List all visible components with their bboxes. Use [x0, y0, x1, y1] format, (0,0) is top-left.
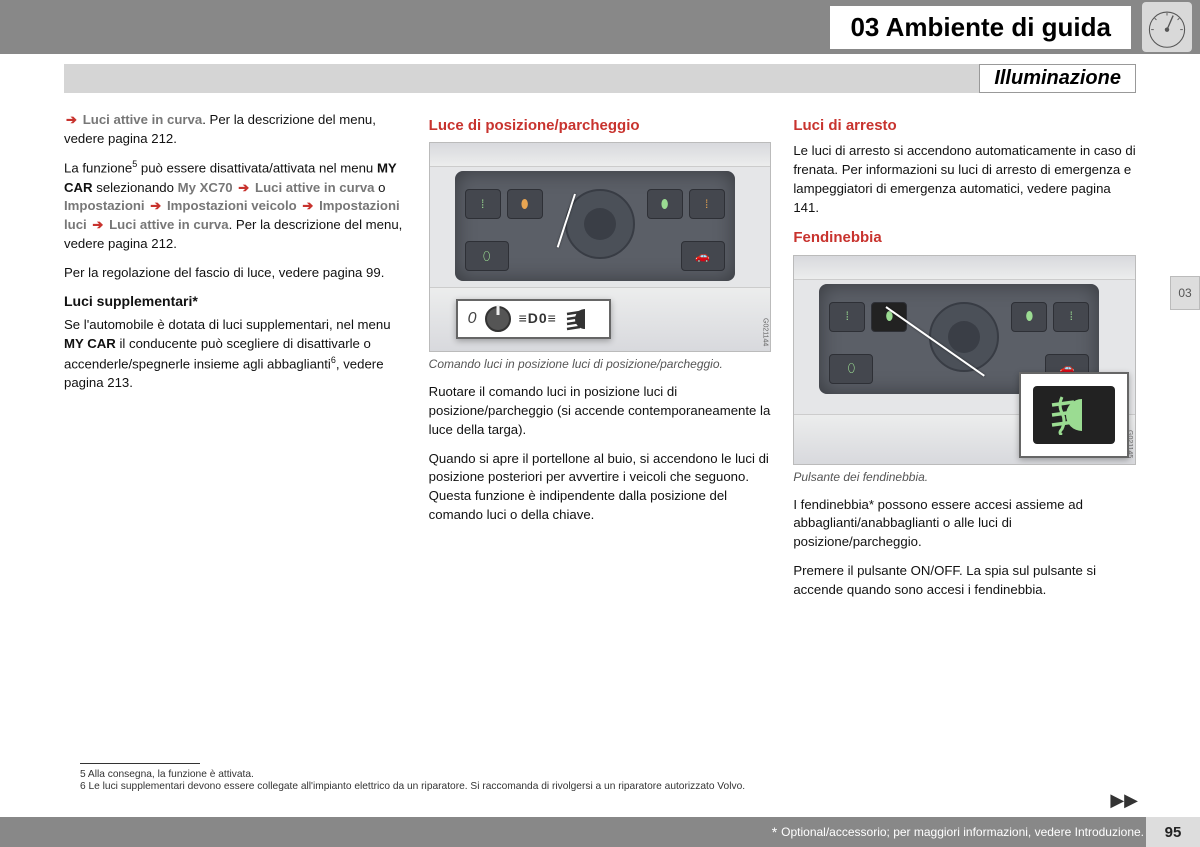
- content-columns: ➔ Luci attive in curva. Per la descrizio…: [0, 93, 1200, 609]
- chapter-title-box: 03 Ambiente di guida: [829, 5, 1132, 50]
- col1-p3: Per la regolazione del fascio di luce, v…: [64, 264, 407, 283]
- gauge-icon: [1142, 2, 1192, 52]
- figure-fendinebbia: ⁞⬮ ⬮⁞ ⬯🚗 G021145: [793, 255, 1136, 465]
- col2-p1: Ruotare il comando luci in posizione luc…: [429, 383, 772, 439]
- breadcrumb-luci-attive2: Luci attive in curva: [255, 180, 374, 195]
- figure-comando-luci: ⁞⬮ ⬮⁞ ⬯🚗 0 ≡D0≡ G021144: [429, 142, 772, 352]
- arrow-icon: ➔: [66, 112, 77, 127]
- continue-arrows-icon: ▶▶: [1110, 790, 1138, 811]
- panel-left-buttons: ⁞⬮: [465, 189, 543, 219]
- panel-right-buttons: ⬮⁞: [647, 189, 725, 219]
- column-3: Luci di arresto Le luci di arresto si ac…: [793, 111, 1136, 609]
- footnote-5: 5 Alla consegna, la funzione è attivata.: [80, 769, 1120, 780]
- page-number: 95: [1146, 817, 1200, 847]
- breadcrumb-luci-attive: Luci attive in curva: [83, 112, 202, 127]
- low-beam-icon: [565, 307, 599, 331]
- breadcrumb-luci-attive3: Luci attive in curva: [109, 217, 228, 232]
- chapter-header: 03 Ambiente di guida: [0, 0, 1200, 54]
- section-title: Illuminazione: [994, 67, 1121, 90]
- footnote-6: 6 Le luci supplementari devono essere co…: [80, 781, 1120, 792]
- heading-fendinebbia: Fendinebbia: [793, 227, 1136, 248]
- section-title-box: Illuminazione: [979, 64, 1136, 93]
- col3-p2: I fendinebbia* possono essere accesi ass…: [793, 496, 1136, 552]
- figure-caption-2: Pulsante dei fendinebbia.: [793, 469, 1136, 486]
- panel-right-buttons-2: ⬮⁞: [1011, 302, 1089, 332]
- chapter-tab: 03: [1170, 276, 1200, 310]
- arrow-icon: ➔: [302, 198, 313, 213]
- arrow-icon: ➔: [238, 180, 249, 195]
- column-2: Luce di posizione/parcheggio ⁞⬮ ⬮⁞ ⬯🚗 0 …: [429, 111, 772, 609]
- section-strip: Illuminazione: [64, 64, 1136, 93]
- heading-luci-supplementari: Luci supplementari*: [64, 292, 407, 312]
- col1-p2: La funzione5 può essere disattivata/atti…: [64, 158, 407, 253]
- heading-luci-arresto: Luci di arresto: [793, 115, 1136, 136]
- callout-fog-button: [1019, 372, 1129, 458]
- dial-icon: [485, 306, 511, 332]
- col1-p1: ➔ Luci attive in curva. Per la descrizio…: [64, 111, 407, 148]
- panel-left-buttons-2: ⁞⬮: [829, 302, 907, 332]
- figure-code-2: G021145: [1124, 430, 1134, 458]
- col3-p1: Le luci di arresto si accendono automati…: [793, 142, 1136, 217]
- breadcrumb-impostazioni: Impostazioni: [64, 198, 145, 213]
- chapter-title: 03 Ambiente di guida: [850, 12, 1111, 43]
- light-control-panel: ⁞⬮ ⬮⁞ ⬯🚗: [455, 171, 735, 281]
- figure-caption-1: Comando luci in posizione luci di posizi…: [429, 356, 772, 373]
- arrow-icon: ➔: [150, 198, 161, 213]
- fog-button: [1033, 386, 1115, 444]
- callout-dial-position: 0 ≡D0≡: [456, 299, 611, 339]
- breadcrumb-myxc70: My XC70: [178, 180, 233, 195]
- footer-bar: * Optional/accessorio; per maggiori info…: [0, 817, 1200, 847]
- star-icon: *: [772, 824, 777, 840]
- fog-light-icon: [1048, 395, 1100, 435]
- footer-text: Optional/accessorio; per maggiori inform…: [781, 825, 1144, 839]
- panel-bottom-buttons: ⬯🚗: [465, 241, 725, 271]
- col2-p2: Quando si apre il portellone al buio, si…: [429, 450, 772, 525]
- footnotes: 5 Alla consegna, la funzione è attivata.…: [80, 763, 1120, 793]
- col3-p3: Premere il pulsante ON/OFF. La spia sul …: [793, 562, 1136, 599]
- figure-code: G021144: [759, 318, 769, 346]
- heading-luce-posizione: Luce di posizione/parcheggio: [429, 115, 772, 136]
- col1-p4: Se l'automobile è dotata di luci supplem…: [64, 316, 407, 392]
- arrow-icon: ➔: [92, 217, 103, 232]
- breadcrumb-imp-veicolo: Impostazioni veicolo: [167, 198, 297, 213]
- column-1: ➔ Luci attive in curva. Per la descrizio…: [64, 111, 407, 609]
